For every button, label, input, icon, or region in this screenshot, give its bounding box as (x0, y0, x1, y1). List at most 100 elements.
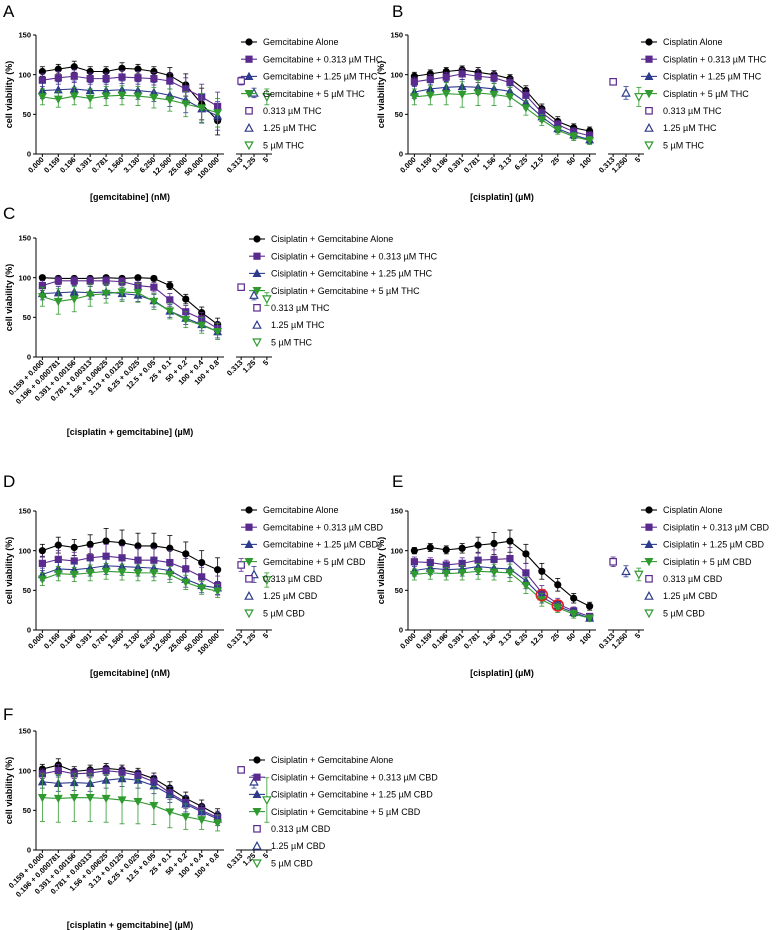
control-point (262, 796, 272, 806)
data-point (37, 93, 47, 102)
x-tick-label: 3.13 (497, 155, 514, 172)
legend-item: 0.313 µM THC (645, 106, 722, 116)
control-point (237, 766, 245, 774)
data-point (489, 90, 499, 100)
series-line (42, 88, 218, 117)
y-tick-label: 0 (27, 150, 31, 159)
data-point (70, 543, 78, 552)
x-tick-label: 12.5 (529, 155, 546, 172)
legend-label: 0.313 µM CBD (663, 574, 723, 584)
legend-label: Cisplatin + 0.313 µM THC (663, 54, 767, 64)
data-point (409, 570, 419, 580)
control-x-tick-label: 5 (633, 631, 642, 640)
y-tick-label: 0 (399, 150, 403, 159)
legend-label: 0.313 µM CBD (271, 824, 331, 834)
data-point (425, 91, 435, 100)
legend-label: 1.25 µM CBD (271, 841, 326, 851)
y-tick-label: 100 (390, 546, 403, 555)
x-tick-label: 1.56 (481, 631, 498, 648)
data-point (197, 321, 207, 330)
data-point (490, 74, 498, 82)
data-point (441, 90, 451, 99)
x-tick-label: 0.159 (42, 155, 62, 175)
series-line (42, 778, 218, 820)
legend-label: Cisplatin + 5 µM THC (663, 89, 749, 99)
data-point (505, 93, 515, 102)
data-point (166, 77, 174, 85)
y-tick-label: 50 (23, 313, 31, 322)
x-axis-title: [cisplatin] (µM) (470, 192, 534, 202)
control-x-tick-label: 5 (261, 851, 270, 860)
legend-label: Cisplatin Alone (663, 505, 723, 515)
control-x-tick-label: 1.25 (241, 631, 258, 648)
data-point (37, 794, 47, 803)
legend-item: 0.313 µM CBD (645, 574, 723, 584)
legend-marker (644, 90, 654, 99)
legend-marker (644, 71, 654, 80)
legend-marker (245, 523, 253, 531)
legend-marker (645, 506, 653, 514)
legend-marker (644, 609, 654, 619)
legend-C: Cisiplatin + Gemcitabine Alone Cisiplatin… (249, 234, 438, 347)
legend-item: Gemcitabine + 1.25 µM CBD (241, 540, 378, 550)
data-point (181, 813, 191, 822)
data-point (85, 794, 95, 803)
legend-label: 1.25 µM CBD (263, 591, 318, 601)
legend-marker (253, 773, 261, 781)
control-point (609, 78, 617, 86)
data-point (473, 89, 483, 98)
legend-label: Cisiplatin + Gemcitabine + 0.313 µM THC (271, 251, 438, 261)
legend-marker (645, 38, 653, 46)
data-point (85, 569, 95, 578)
legend-item: Gemcitabine + 0.313 µM THC (241, 54, 383, 64)
data-point (133, 798, 143, 807)
data-point (426, 75, 434, 84)
x-tick-label: 0.391 (446, 155, 466, 175)
data-point (54, 767, 62, 775)
legend-F: Cisiplatin + Gemcitabine Alone Cisiplatin… (249, 755, 438, 868)
panel-letter: C (3, 204, 15, 223)
legend-item: 5 µM CBD (252, 858, 313, 868)
data-point (165, 570, 175, 580)
series-line (42, 797, 218, 824)
y-tick-label: 150 (390, 31, 403, 40)
legend-label: 0.313 µM THC (663, 106, 722, 116)
legend-marker (253, 304, 261, 312)
data-point (213, 819, 223, 828)
data-point (101, 567, 111, 576)
legend-D: Gemcitabine Alone Gemcitabine + 0.313 µM … (241, 505, 383, 618)
legend-label: Gemcitabine + 0.313 µM THC (263, 54, 383, 64)
data-point (213, 587, 223, 596)
legend-marker (644, 558, 654, 567)
data-point (521, 581, 531, 591)
series-line (414, 73, 590, 137)
data-point (198, 558, 206, 567)
legend-item: 0.313 µM CBD (245, 574, 323, 584)
legend-item: 0.313 µM CBD (253, 824, 331, 834)
legend-marker (244, 122, 254, 132)
legend-item: Cisiplatin + Gemcitabine + 0.313 µM THC (249, 251, 438, 261)
control-point (262, 576, 272, 586)
data-point (426, 543, 434, 552)
legend-label: Gemcitabine + 0.313 µM CBD (263, 522, 383, 532)
y-tick-label: 150 (18, 234, 31, 243)
data-point (457, 569, 467, 578)
y-tick-label: 0 (27, 626, 31, 635)
series-line (42, 540, 218, 571)
data-point (506, 537, 514, 545)
series-line (42, 291, 218, 333)
data-point (149, 94, 159, 103)
series-0 (38, 528, 222, 583)
data-point (101, 794, 111, 804)
legend-label: Gemcitabine + 1.25 µM CBD (263, 540, 378, 550)
panel-letter: A (3, 2, 15, 21)
legend-item: Cisiplatin + 1.25 µM CBD (641, 540, 764, 550)
x-tick-label: 1.560 (106, 155, 126, 175)
legend-item: 5 µM THC (644, 140, 705, 150)
y-tick-label: 50 (23, 806, 31, 815)
y-tick-label: 150 (18, 31, 31, 40)
x-tick-label: 3.130 (122, 155, 142, 175)
